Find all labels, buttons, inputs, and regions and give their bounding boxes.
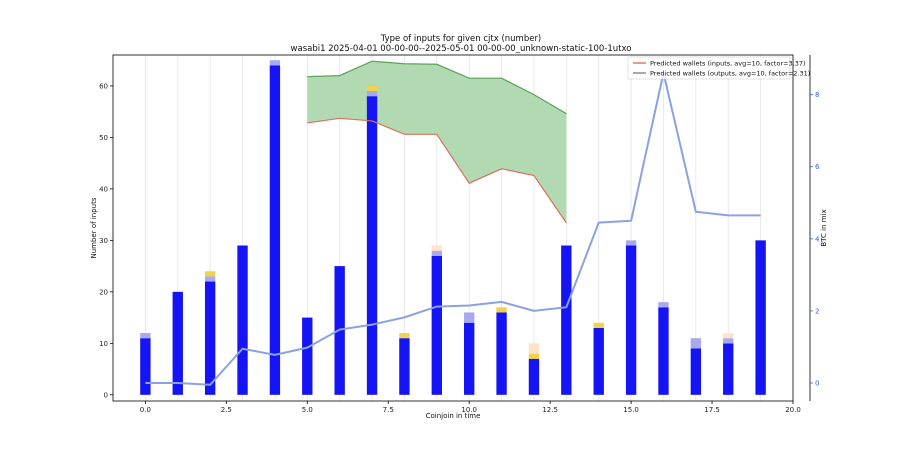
y2-axis-label: BTC in mix [820,209,828,246]
x-axis-label: Coinjoin in time [426,412,481,420]
x-tick-label: 7.5 [383,406,394,414]
x-axis-ticks: 0.0 2.5 5.0 7.5 10.0 12.5 15.0 17.5 20.0 [140,401,801,414]
bar-segment-1 [204,276,216,282]
bar-segment-1 [366,91,378,97]
bar-segment-0 [561,245,572,395]
bar-segment-3 [593,322,604,328]
bar-segment-0 [431,255,442,395]
y-axis-ticks: 0 10 20 30 40 50 60 [99,82,113,399]
x-tick-label: 10.0 [461,406,477,414]
y-axis-label: Number of inputs [90,197,98,258]
y2-tick-label: 6 [815,163,820,171]
bar-segment-0 [302,317,313,395]
bar-segment-1 [690,338,702,349]
y2-tick-label: 2 [815,307,819,315]
bar-segment-3 [528,353,540,359]
bar-segment-1 [723,338,734,344]
x-tick-label: 0.0 [140,406,151,414]
bar-segment-0 [755,240,766,395]
bar-segment-0 [204,281,216,395]
x-tick-label: 17.5 [704,406,720,414]
bar-segment-1 [269,60,281,66]
bar-segment-0 [625,245,637,395]
bar-segment-4 [431,245,442,251]
btc-in-mix-polyline [145,72,761,386]
bar-segment-3 [496,307,507,313]
y-tick-label: 20 [99,288,108,296]
y2-tick-label: 4 [815,235,820,243]
bar-segment-1 [431,250,442,256]
bar-segment-3 [204,271,216,277]
bar-segment-3 [366,85,378,92]
bar-segment-0 [528,358,540,395]
bar-segment-4 [528,343,540,354]
legend-box [627,56,791,80]
x-tick-label: 20.0 [785,406,801,414]
legend-label-outputs: Predicted wallets (outputs, avg=10, fact… [650,70,810,78]
y2-tick-label: 0 [815,379,819,387]
bar-segment-1 [140,333,151,339]
bar-segment-0 [690,348,702,395]
y-tick-label: 10 [99,340,108,348]
y2-axis-ticks: 0 2 4 6 8 [810,91,820,387]
bar-segment-0 [593,327,604,395]
prediction-lines [307,60,567,224]
chart-subtitle: wasabi1 2025-04-01 00-00-00--2025-05-01 … [291,44,632,54]
x-tick-label: 5.0 [302,406,313,414]
bar-segment-1 [658,302,669,308]
y-tick-label: 40 [99,185,108,193]
btc-in-mix-line [145,72,761,386]
bar-segment-0 [723,343,734,395]
bar-segment-1 [464,312,475,323]
prediction-line-1 [307,60,567,115]
y-tick-label: 50 [99,134,108,142]
prediction-line-0 [307,117,567,224]
plot-frame [112,54,794,402]
bar-segment-4 [723,333,734,339]
bar-segment-0 [366,96,378,395]
y-tick-label: 0 [104,391,108,399]
x-tick-label: 2.5 [221,406,232,414]
legend: Predicted wallets (inputs, avg=10, facto… [627,56,810,80]
y-tick-label: 30 [99,237,108,245]
x-tick-label: 12.5 [542,406,558,414]
bar-segment-0 [269,65,281,395]
y-tick-label: 60 [99,82,108,90]
bar-segment-0 [237,245,248,395]
x-tick-label: 15.0 [623,406,639,414]
y2-tick-label: 8 [815,91,819,99]
bar-segment-0 [140,338,151,395]
bar-segment-0 [399,338,410,395]
bar-segment-1 [625,240,637,246]
chart-title: Type of inputs for given cjtx (number) [380,34,542,44]
bar-segment-0 [658,307,669,395]
bar-segment-0 [464,322,475,395]
bar-segment-0 [172,291,183,395]
bar-segment-3 [399,333,410,339]
bar-segment-0 [496,312,507,395]
legend-label-inputs: Predicted wallets (inputs, avg=10, facto… [650,60,806,68]
